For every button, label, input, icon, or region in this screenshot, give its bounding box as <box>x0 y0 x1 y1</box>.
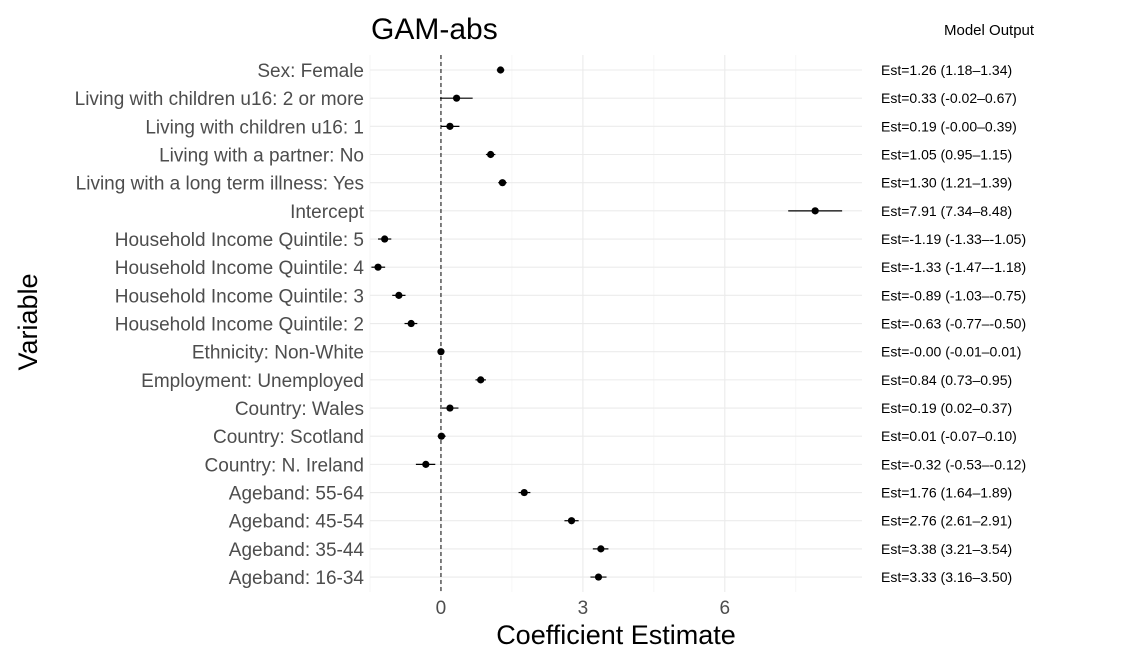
y-tick-label: Living with children u16: 2 or more <box>75 89 364 110</box>
estimate-label: Est=0.84 (0.73–0.95) <box>881 372 1012 388</box>
estimate-label: Est=0.33 (-0.02–0.67) <box>881 90 1017 106</box>
estimate-point <box>381 235 389 243</box>
estimate-point <box>452 94 461 102</box>
estimate-point <box>395 291 403 299</box>
estimate-point <box>597 545 605 553</box>
y-tick-label: Ageband: 55-64 <box>229 484 365 505</box>
y-tick-label: Ageband: 45-54 <box>229 512 365 533</box>
estimate-label: Est=7.91 (7.34–8.48) <box>881 203 1012 219</box>
estimate-label: Est=1.30 (1.21–1.39) <box>881 175 1012 191</box>
x-axis-title: Coefficient Estimate <box>496 620 736 650</box>
x-tick-label: 0 <box>436 598 447 619</box>
estimate-point <box>496 66 505 74</box>
estimate-point <box>594 573 603 581</box>
y-tick-label: Living with a long term illness: Yes <box>76 174 364 195</box>
y-tick-label: Household Income Quintile: 2 <box>115 315 364 336</box>
estimate-point <box>567 517 576 525</box>
estimate-label: Est=-0.89 (-1.03–-0.75) <box>881 287 1026 303</box>
estimate-label: Est=-0.32 (-0.53–-0.12) <box>881 456 1026 472</box>
estimate-point <box>446 122 454 130</box>
y-tick-label: Household Income Quintile: 4 <box>115 258 365 279</box>
y-tick-labels: Sex: Female Living with children u16: 2 o… <box>75 61 365 589</box>
grid-layer <box>369 55 862 592</box>
y-tick-label: Living with a partner: No <box>159 146 364 167</box>
estimate-point <box>477 376 485 384</box>
estimate-point <box>437 348 445 356</box>
estimate-label: Est=2.76 (2.61–2.91) <box>881 513 1012 529</box>
model-output-header: Model Output <box>944 22 1035 39</box>
estimate-point <box>407 319 415 328</box>
x-tick-label: 6 <box>720 598 731 619</box>
estimate-label: Est=3.38 (3.21–3.54) <box>881 541 1012 557</box>
y-tick-label: Household Income Quintile: 3 <box>115 286 364 307</box>
y-axis-title: Variable <box>13 273 43 370</box>
y-tick-label: Employment: Unemployed <box>141 371 364 392</box>
estimate-point <box>422 460 430 468</box>
estimate-label: Est=1.76 (1.64–1.89) <box>881 485 1012 501</box>
estimate-label: Est=1.26 (1.18–1.34) <box>881 62 1012 78</box>
estimate-label: Est=-1.33 (-1.47–-1.18) <box>881 259 1026 275</box>
x-tick-labels: 0 3 6 <box>436 598 730 619</box>
y-tick-label: Household Income Quintile: 5 <box>115 230 364 251</box>
estimate-label: Est=0.01 (-0.07–0.10) <box>881 428 1017 444</box>
estimate-label: Est=-0.63 (-0.77–-0.50) <box>881 316 1026 332</box>
estimate-point <box>520 488 528 497</box>
estimate-point <box>498 179 507 187</box>
y-tick-label: Ageband: 16-34 <box>229 568 365 589</box>
estimate-point <box>437 432 446 440</box>
estimate-point <box>446 404 454 412</box>
estimate-point <box>811 207 819 215</box>
y-tick-label: Country: N. Ireland <box>205 455 364 476</box>
marks-layer <box>371 66 843 581</box>
estimate-label: Est=-1.19 (-1.33–-1.05) <box>881 231 1026 247</box>
y-tick-label: Ethnicity: Non-White <box>192 343 364 364</box>
estimate-label: Est=0.19 (0.02–0.37) <box>881 400 1012 416</box>
y-tick-label: Country: Scotland <box>213 427 364 448</box>
estimate-label: Est=0.19 (-0.00–0.39) <box>881 118 1017 134</box>
y-tick-label: Intercept <box>290 202 365 223</box>
estimate-point <box>487 150 495 159</box>
estimate-label: Est=-0.00 (-0.01–0.01) <box>881 344 1021 360</box>
chart-title: GAM-abs <box>371 13 498 46</box>
estimate-label: Est=1.05 (0.95–1.15) <box>881 147 1012 163</box>
estimate-point <box>374 263 382 271</box>
estimate-label: Est=3.33 (3.16–3.50) <box>881 569 1012 585</box>
x-tick-label: 3 <box>578 598 589 619</box>
y-tick-label: Living with children u16: 1 <box>145 117 364 138</box>
estimate-labels: Est=1.26 (1.18–1.34) Est=0.33 (-0.02–0.67… <box>881 62 1026 585</box>
y-tick-label: Sex: Female <box>257 61 364 82</box>
y-tick-label: Ageband: 35-44 <box>229 540 365 561</box>
y-tick-label: Country: Wales <box>235 399 364 420</box>
